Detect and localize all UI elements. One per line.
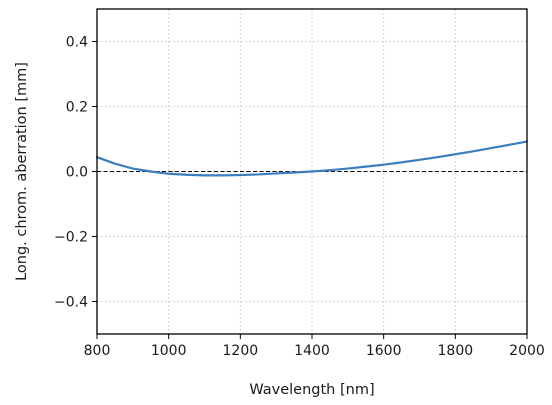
x-tick-label: 1800 — [438, 343, 474, 359]
x-tick-label: 1400 — [294, 343, 330, 359]
x-tick-label: 800 — [84, 343, 111, 359]
y-axis-ticks: −0.4 −0.2 0.0 0.2 0.4 — [54, 35, 97, 311]
y-tick-label: −0.2 — [54, 230, 88, 246]
y-axis-label: Long. chrom. aberration [mm] — [14, 62, 30, 281]
series-layer — [95, 140, 529, 177]
x-tick-label: 1200 — [223, 343, 259, 359]
x-tick-label: 1600 — [366, 343, 402, 359]
y-tick-label: 0.0 — [66, 165, 88, 181]
x-tick-label: 2000 — [509, 343, 545, 359]
x-axis-ticks: 800 1000 1200 1400 1600 1800 2000 — [84, 334, 545, 359]
y-tick-label: 0.2 — [66, 100, 88, 116]
x-axis-label: Wavelength [nm] — [249, 382, 374, 398]
series-line — [95, 140, 529, 177]
y-tick-label: −0.4 — [54, 295, 88, 311]
x-tick-label: 1000 — [151, 343, 187, 359]
y-tick-label: 0.4 — [66, 35, 88, 51]
